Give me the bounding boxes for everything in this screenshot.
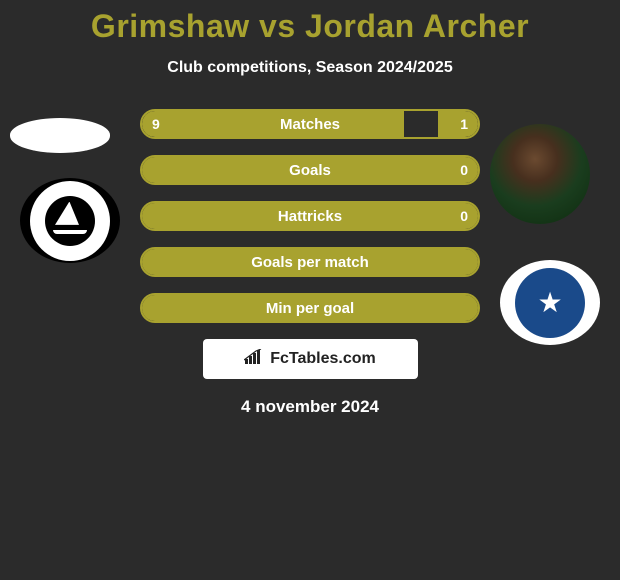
subtitle: Club competitions, Season 2024/2025: [0, 59, 620, 77]
brand-text: FcTables.com: [270, 350, 376, 368]
stat-label: Goals per match: [142, 249, 478, 275]
stat-label: Hattricks: [142, 203, 478, 229]
chart-icon: [244, 349, 264, 370]
stat-label: Goals: [142, 157, 478, 183]
stat-row: Goals per match: [140, 247, 480, 277]
stat-row: Min per goal: [140, 293, 480, 323]
stat-row: 0Goals: [140, 155, 480, 185]
stat-label: Min per goal: [142, 295, 478, 321]
page-title: Grimshaw vs Jordan Archer: [0, 0, 620, 45]
date-text: 4 november 2024: [0, 397, 620, 417]
stat-row: 91Matches: [140, 109, 480, 139]
stat-row: 0Hattricks: [140, 201, 480, 231]
brand-box[interactable]: FcTables.com: [203, 339, 418, 379]
stats-container: 91Matches 0Goals 0Hattricks Goals per match…: [0, 109, 620, 417]
stat-label: Matches: [142, 111, 478, 137]
